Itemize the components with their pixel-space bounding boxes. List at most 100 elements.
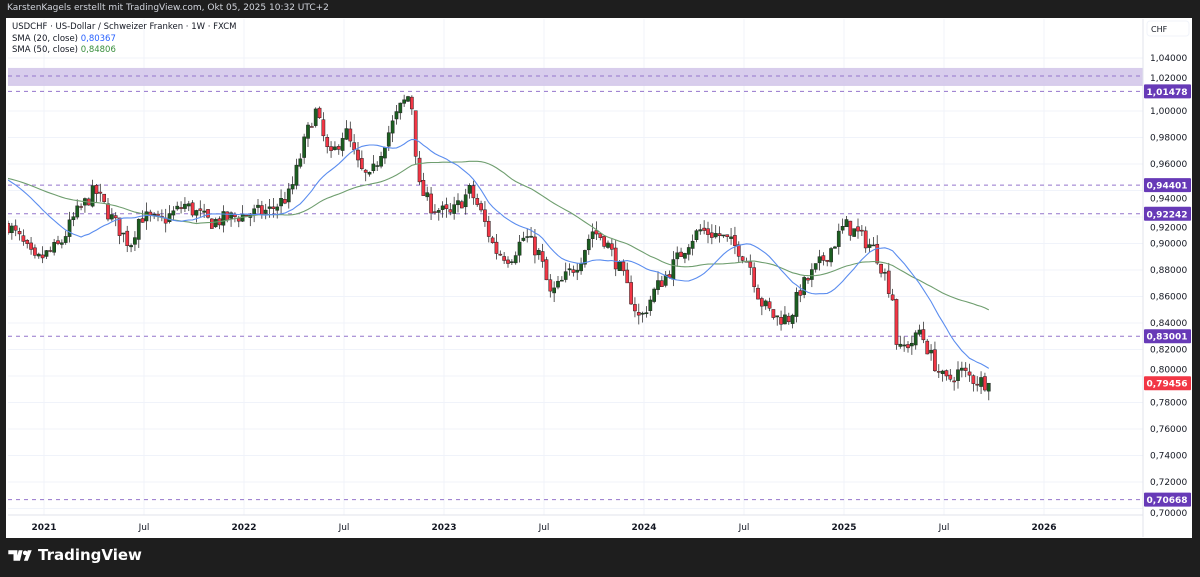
candle-up — [398, 102, 403, 114]
time-tick-label: Jul — [138, 523, 150, 533]
candle-down — [17, 231, 22, 235]
candle-up — [833, 246, 837, 249]
candle-down — [925, 340, 930, 355]
price-tick-label: 0,88000 — [1150, 266, 1187, 276]
candle-down — [983, 376, 987, 391]
symbol-title[interactable]: USDCHF · US-Dollar / Schweizer Franken ·… — [12, 22, 237, 32]
candle-down — [863, 230, 868, 249]
candle-down — [459, 201, 464, 209]
level-price-tag: 0,92242 — [1147, 210, 1188, 220]
candle-down — [933, 349, 937, 372]
candle-up — [63, 236, 68, 243]
level-price-tag-bg — [1144, 492, 1191, 507]
candle-up — [606, 242, 610, 248]
candle-up — [809, 269, 814, 280]
price-tick-label: 1,02000 — [1150, 74, 1187, 84]
candle-up — [648, 299, 653, 311]
candle-down — [106, 203, 110, 220]
currency-box — [1146, 20, 1190, 37]
candle-up — [67, 219, 72, 237]
candle-up — [456, 200, 460, 206]
time-tick-label: 2023 — [431, 523, 456, 533]
candle-up — [829, 248, 833, 263]
candle-up — [686, 247, 691, 255]
candle-down — [571, 269, 576, 273]
candle-up — [371, 163, 376, 172]
sma50-legend[interactable]: SMA (50, close) 0,84806 — [12, 45, 236, 57]
candle-down — [725, 234, 730, 237]
candle-down — [429, 193, 433, 214]
candle-down — [752, 267, 757, 287]
candle-up — [529, 235, 533, 238]
candle-down — [79, 206, 83, 208]
candle-down — [659, 280, 664, 287]
candle-down — [748, 261, 753, 268]
candle-down — [944, 370, 949, 377]
tradingview-brand[interactable]: TradingView — [8, 546, 142, 564]
candle-down — [702, 227, 707, 231]
chart-frame[interactable] — [6, 18, 1193, 538]
candle-up — [71, 216, 76, 221]
candle-down — [25, 239, 30, 244]
candle-down — [479, 203, 483, 211]
candle-up — [940, 370, 945, 374]
candle-up — [44, 250, 49, 257]
price-tick-label: 0,72000 — [1150, 478, 1187, 488]
candle-down — [363, 169, 368, 173]
candle-down — [886, 270, 891, 294]
candle-down — [629, 282, 633, 305]
candle-up — [144, 211, 149, 222]
time-tick-label: 2025 — [831, 523, 856, 533]
candle-down — [209, 218, 214, 229]
sma20-label: SMA (20, close) — [12, 33, 78, 44]
candle-down — [786, 315, 791, 323]
candle-up — [579, 263, 583, 272]
candle-up — [340, 138, 345, 151]
candle-down — [309, 126, 314, 128]
candle-up — [794, 291, 799, 317]
candle-down — [448, 209, 453, 213]
candle-up — [279, 198, 283, 207]
candle-up — [898, 343, 903, 347]
candle-down — [325, 137, 330, 147]
candle-up — [986, 382, 991, 392]
candle-down — [486, 220, 491, 237]
candle-up — [775, 315, 780, 318]
candle-up — [302, 136, 307, 158]
candle-up — [552, 287, 557, 294]
candle-down — [48, 250, 53, 252]
candle-down — [806, 278, 810, 281]
candle-down — [125, 230, 130, 246]
last-price-tag: 0,79456 — [1147, 380, 1188, 390]
candle-down — [225, 211, 230, 221]
candle-up — [913, 332, 918, 346]
candle-down — [506, 259, 510, 264]
candle-up — [683, 253, 687, 259]
sma50-line — [8, 160, 990, 311]
candle-up — [583, 250, 587, 265]
candle-up — [929, 349, 933, 354]
candle-up — [129, 245, 133, 248]
candle-up — [9, 225, 14, 234]
candle-up — [844, 219, 849, 228]
candle-up — [90, 185, 95, 207]
candle-up — [386, 132, 391, 147]
candle-down — [609, 243, 614, 250]
plot-area — [8, 67, 1143, 501]
candle-down — [733, 235, 737, 246]
candle-down — [117, 217, 122, 236]
candle-up — [729, 236, 733, 239]
candle-down — [413, 110, 418, 157]
candle-down — [598, 233, 603, 238]
price-tick-label: 0,92000 — [1150, 223, 1187, 233]
sma20-legend[interactable]: SMA (20, close) 0,80367 — [12, 34, 236, 46]
candle-down — [759, 298, 764, 307]
candle-up — [763, 300, 768, 307]
candle-up — [183, 203, 187, 209]
time-tick-label: 2024 — [631, 523, 656, 533]
candle-up — [590, 231, 595, 239]
candle-up — [452, 204, 457, 214]
candle-up — [171, 210, 176, 216]
time-tick-label: Jul — [338, 523, 350, 533]
